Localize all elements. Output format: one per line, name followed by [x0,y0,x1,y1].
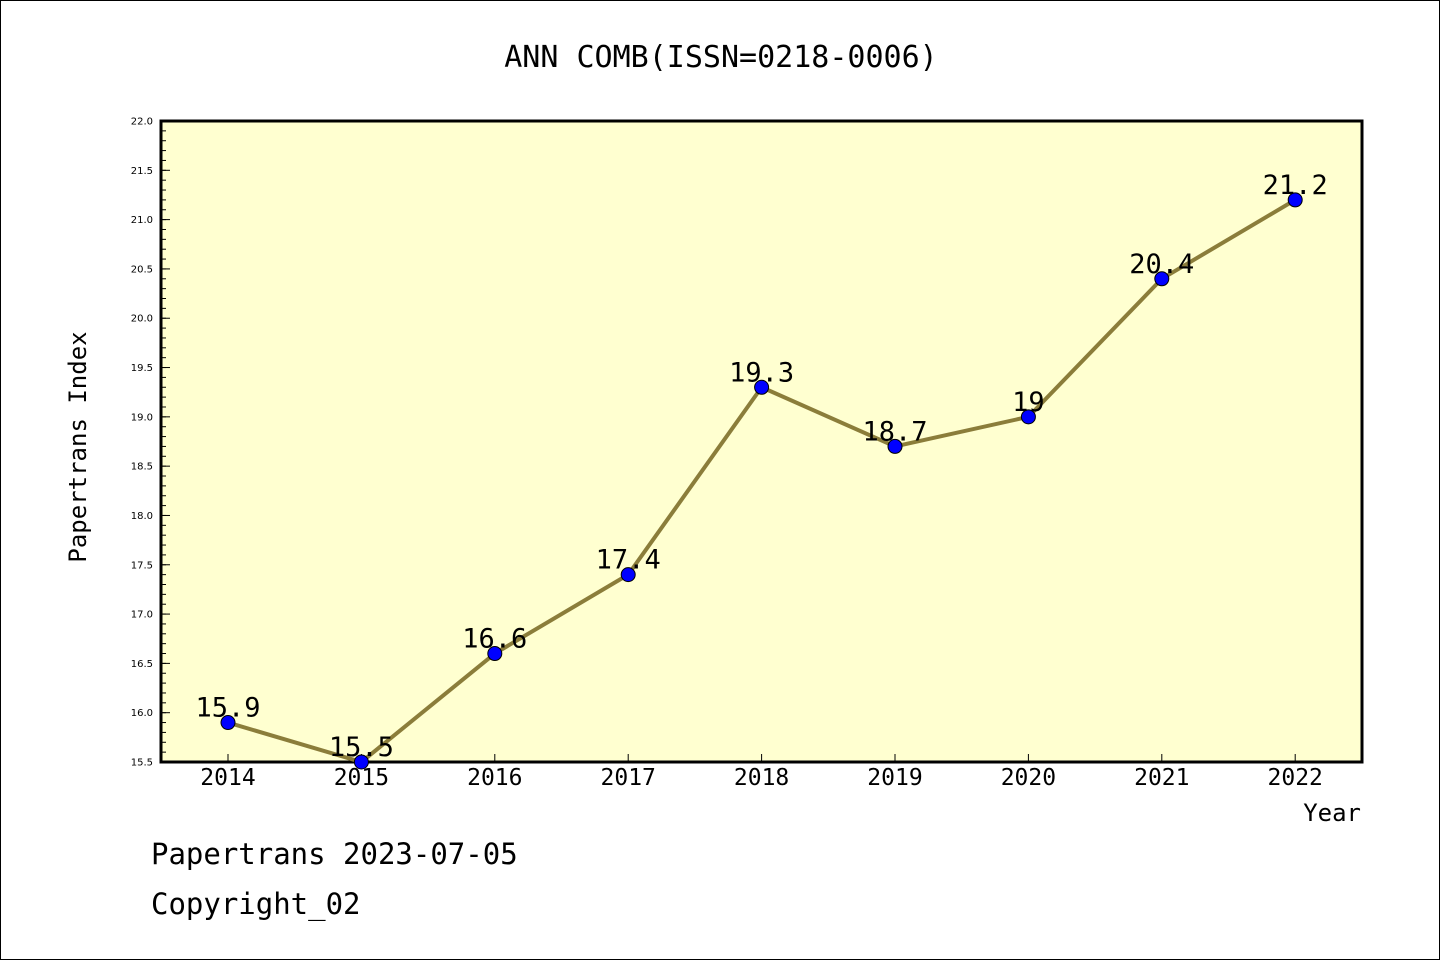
x-tick-label: 2019 [867,765,922,791]
y-tick-label: 20.0 [131,314,153,325]
y-axis-label: Papertrans Index [64,331,92,562]
x-tick-label: 2020 [1001,765,1056,791]
x-tick-label: 2021 [1134,765,1189,791]
x-tick-label: 2022 [1268,765,1323,791]
data-label: 15.9 [195,693,260,724]
data-point [754,379,770,395]
x-tick-label: 2016 [467,765,522,791]
y-tick-label: 22.0 [131,117,153,128]
x-tick-label: 2014 [200,765,255,791]
data-label: 16.6 [462,624,527,655]
data-label: 18.7 [862,416,927,447]
data-label: 19 [1012,387,1045,418]
data-label: 20.4 [1129,249,1194,280]
y-tick-label: 16.0 [131,708,153,719]
series-group: 15.9 15.5 16.6 17.4 19.3 18.7 19 20.4 21.2 [195,170,1328,770]
data-point [487,646,503,662]
data-point [1287,192,1303,208]
data-point [353,754,369,770]
y-tick-label: 18.0 [131,511,153,522]
data-point [1020,409,1036,425]
y-tick-label: 21.0 [131,215,153,226]
x-tick-label: 2017 [601,765,656,791]
y-tick-label: 16.5 [131,659,153,670]
x-axis: 2014 2015 2016 2017 2018 2019 2020 2021 2022 [200,754,1323,791]
y-tick-label: 21.5 [131,166,153,177]
y-tick-label: 19.5 [131,363,153,374]
data-label: 21.2 [1263,170,1328,201]
data-point [887,438,903,454]
y-axis: 15.5 16.0 16.5 17.0 17.5 18.0 18.5 19.0 19.5 20.0… [131,117,170,769]
y-tick-label: 18.5 [131,462,153,473]
x-axis-label: Year [1303,799,1361,827]
y-tick-label: 15.5 [131,758,153,769]
data-point [620,567,636,583]
data-label: 15.5 [329,732,394,763]
data-label: 17.4 [596,545,661,576]
x-tick-label: 2018 [734,765,789,791]
data-point [220,715,236,731]
y-tick-label: 17.0 [131,610,153,621]
plot-area [159,119,1364,764]
footer-copyright: Copyright_02 [151,887,361,921]
y-tick-label: 17.5 [131,560,153,571]
footer-date: Papertrans 2023-07-05 [151,837,518,871]
data-label: 19.3 [729,357,794,388]
chart-title: ANN COMB(ISSN=0218-0006) [504,40,937,75]
y-tick-label: 19.0 [131,412,153,423]
data-point [1154,271,1170,287]
y-tick-label: 20.5 [131,264,153,275]
